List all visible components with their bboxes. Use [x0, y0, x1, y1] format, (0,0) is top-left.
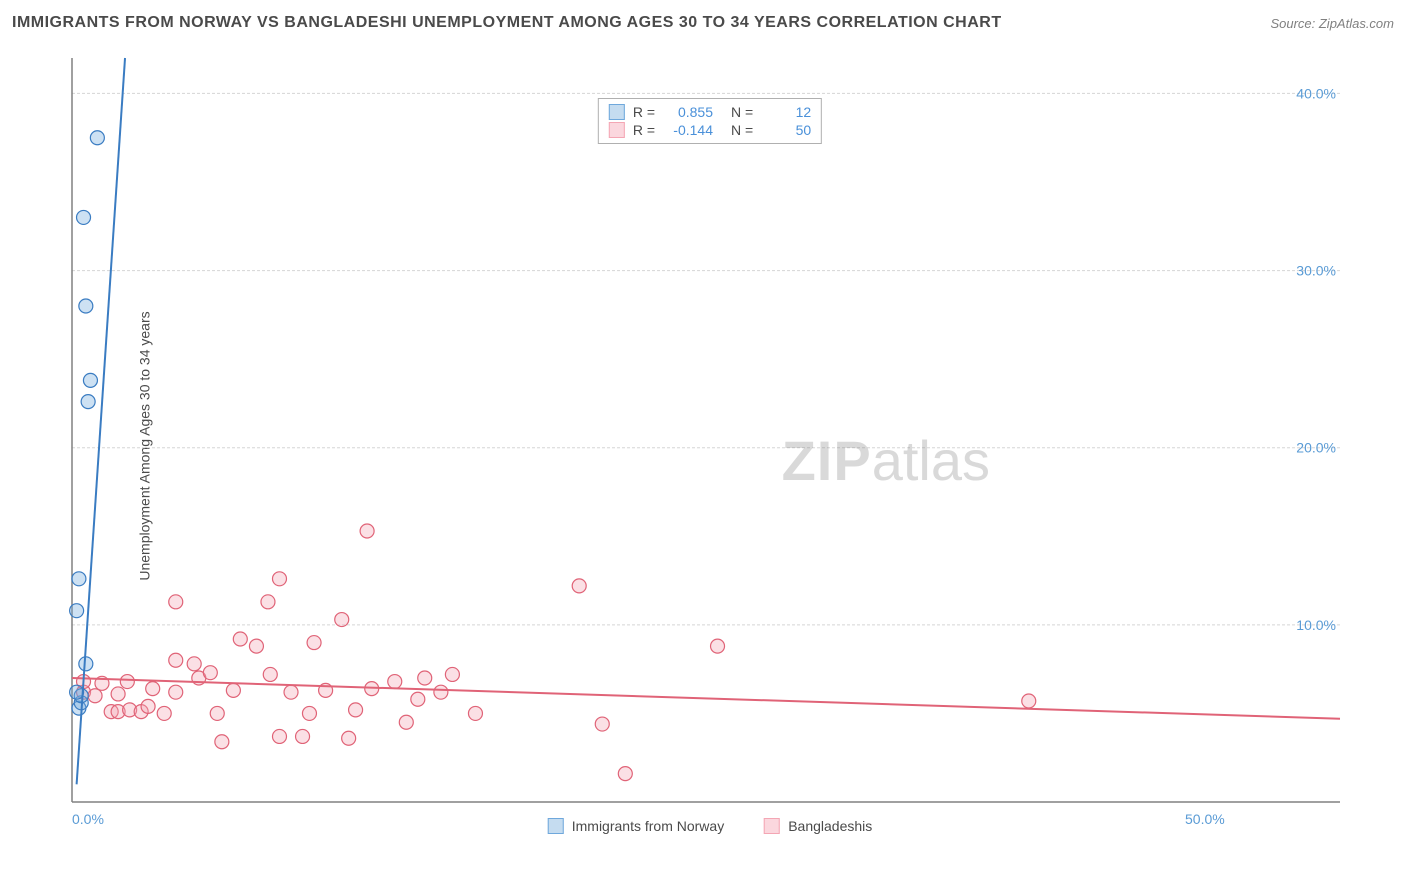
data-point	[88, 689, 102, 703]
series-legend-label: Immigrants from Norway	[572, 818, 724, 834]
data-point	[215, 735, 229, 749]
data-point	[261, 595, 275, 609]
data-point	[120, 675, 134, 689]
series-legend-item: Immigrants from Norway	[548, 818, 724, 834]
legend-swatch	[609, 104, 625, 120]
data-point	[90, 131, 104, 145]
data-point	[141, 699, 155, 713]
regression-line	[72, 678, 1340, 719]
data-point	[342, 731, 356, 745]
data-point	[360, 524, 374, 538]
data-point	[157, 706, 171, 720]
data-point	[349, 703, 363, 717]
correlation-legend-row: R = -0.144 N = 50	[609, 121, 811, 139]
legend-r-label: R =	[633, 122, 655, 138]
data-point	[187, 657, 201, 671]
data-point	[79, 299, 93, 313]
series-legend: Immigrants from Norway Bangladeshis	[548, 818, 873, 834]
data-point	[169, 685, 183, 699]
source-label: Source:	[1270, 16, 1318, 31]
data-point	[434, 685, 448, 699]
legend-r-value: -0.144	[663, 122, 713, 138]
source-value: ZipAtlas.com	[1319, 16, 1394, 31]
regression-line	[77, 58, 125, 784]
legend-swatch	[548, 818, 564, 834]
data-point	[335, 613, 349, 627]
legend-swatch	[609, 122, 625, 138]
legend-n-value: 50	[761, 122, 811, 138]
series-legend-item: Bangladeshis	[764, 818, 872, 834]
data-point	[284, 685, 298, 699]
data-point	[233, 632, 247, 646]
data-point	[111, 687, 125, 701]
legend-r-label: R =	[633, 104, 655, 120]
source-attribution: Source: ZipAtlas.com	[1270, 16, 1394, 31]
data-point	[272, 729, 286, 743]
data-point	[83, 373, 97, 387]
legend-n-label: N =	[731, 122, 753, 138]
data-point	[272, 572, 286, 586]
data-point	[169, 595, 183, 609]
data-point	[302, 706, 316, 720]
data-point	[72, 572, 86, 586]
x-tick-label: 50.0%	[1185, 811, 1225, 827]
data-point	[1022, 694, 1036, 708]
data-point	[81, 395, 95, 409]
data-point	[77, 210, 91, 224]
chart-header: IMMIGRANTS FROM NORWAY VS BANGLADESHI UN…	[12, 12, 1394, 34]
chart-title: IMMIGRANTS FROM NORWAY VS BANGLADESHI UN…	[12, 14, 1002, 32]
x-tick-label: 0.0%	[72, 811, 104, 827]
y-tick-label: 20.0%	[1296, 440, 1336, 456]
data-point	[146, 682, 160, 696]
data-point	[263, 667, 277, 681]
data-point	[70, 604, 84, 618]
data-point	[618, 767, 632, 781]
legend-n-value: 12	[761, 104, 811, 120]
data-point	[226, 683, 240, 697]
data-point	[445, 667, 459, 681]
data-point	[399, 715, 413, 729]
data-point	[203, 666, 217, 680]
data-point	[418, 671, 432, 685]
legend-r-value: 0.855	[663, 104, 713, 120]
data-point	[711, 639, 725, 653]
legend-n-label: N =	[731, 104, 753, 120]
data-point	[210, 706, 224, 720]
data-point	[595, 717, 609, 731]
chart-plot-area: R =0.855N =12R =-0.144N =50 ZIPatlas 10.…	[50, 48, 1370, 840]
y-tick-label: 40.0%	[1296, 85, 1336, 101]
series-legend-label: Bangladeshis	[788, 818, 872, 834]
data-point	[296, 729, 310, 743]
correlation-legend: R = 0.855 N = 12 R = -0.144 N = 50	[598, 98, 822, 144]
y-tick-label: 10.0%	[1296, 617, 1336, 633]
data-point	[169, 653, 183, 667]
legend-swatch	[764, 818, 780, 834]
y-tick-label: 30.0%	[1296, 263, 1336, 279]
data-point	[468, 706, 482, 720]
correlation-legend-row: R = 0.855 N = 12	[609, 103, 811, 121]
chart-svg: 10.0% 20.0% 30.0% 40.0% 0.0% 50.0%	[50, 48, 1370, 840]
data-point	[572, 579, 586, 593]
data-point	[249, 639, 263, 653]
data-point	[388, 675, 402, 689]
data-point	[411, 692, 425, 706]
data-point	[307, 636, 321, 650]
